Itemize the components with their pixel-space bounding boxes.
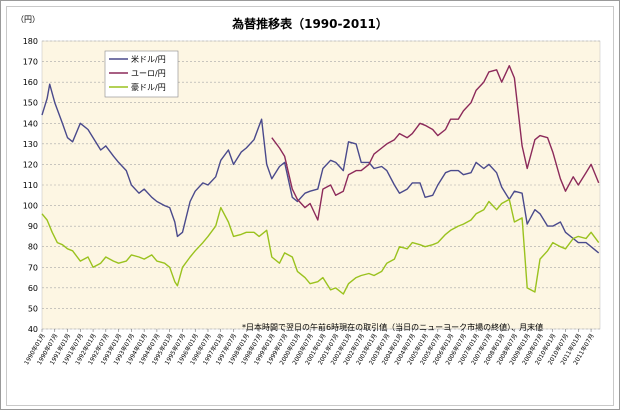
y-tick-label: 70 <box>28 263 38 272</box>
y-tick-label: 140 <box>23 119 38 128</box>
series-line-usd <box>41 83 600 254</box>
legend-label-eur: ユーロ/円 <box>131 69 166 78</box>
y-tick-label: 90 <box>28 222 38 231</box>
series-line-eur <box>271 64 600 221</box>
y-tick-label: 130 <box>23 140 38 149</box>
y-tick-label: 100 <box>23 202 38 211</box>
y-tick-label: 120 <box>23 160 38 169</box>
chart-title: 為替推移表（1990-2011） <box>232 16 388 31</box>
y-tick-label: 110 <box>23 181 38 190</box>
y-axis-unit-label: （円） <box>16 15 40 24</box>
y-tick-label: 170 <box>23 58 38 67</box>
legend: 米ドル/円 ユーロ/円 豪ドル/円 <box>104 50 179 98</box>
y-axis-ticks: 40 50 60 70 80 90 100 110 120 130 140 150 160 170 180 <box>23 37 38 334</box>
y-tick-label: 60 <box>28 284 38 293</box>
y-tick-label: 50 <box>28 304 38 313</box>
series-lines <box>41 64 600 295</box>
y-tick-label: 150 <box>23 99 38 108</box>
y-tick-label: 160 <box>23 78 38 87</box>
series-line-aud <box>41 198 600 295</box>
legend-label-usd: 米ドル/円 <box>131 54 166 64</box>
y-tick-label: 180 <box>23 37 38 46</box>
legend-label-aud: 豪ドル/円 <box>131 82 166 92</box>
x-axis-ticks: 1990年01月1990年07月1991年01月1991年07月1992年01月… <box>22 329 596 366</box>
y-tick-label: 40 <box>28 325 38 334</box>
y-tick-label: 80 <box>28 243 38 252</box>
chart-annotation: *日本時間で翌日の午前6時現在の取引値（当日のニューヨーク市場の終値）、月末値 <box>242 322 543 332</box>
